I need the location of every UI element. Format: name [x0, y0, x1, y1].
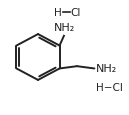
- Text: NH₂: NH₂: [96, 64, 117, 74]
- Text: H−Cl: H−Cl: [96, 82, 123, 92]
- Text: NH₂: NH₂: [54, 23, 75, 33]
- Text: Cl: Cl: [71, 8, 81, 18]
- Text: H: H: [54, 8, 62, 18]
